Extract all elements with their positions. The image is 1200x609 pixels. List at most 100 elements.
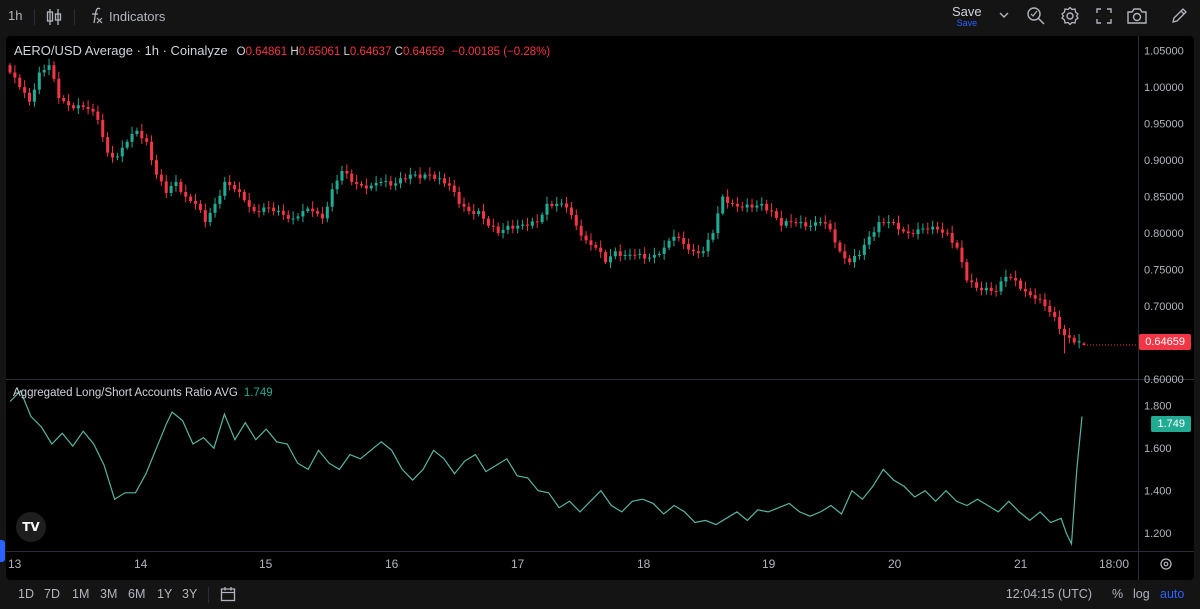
candle-body — [701, 251, 705, 254]
candle-body — [218, 195, 222, 204]
axes: 1.05000 1.00000 0.95000 0.90000 0.85000 0.800… — [8, 46, 1184, 571]
interval-selector[interactable]: 1h — [8, 8, 22, 23]
candle-body — [682, 237, 686, 244]
candle-body — [672, 236, 676, 241]
top-toolbar: 1h Indicators Save Save — [0, 0, 1200, 34]
utc-clock[interactable]: 12:04:15 (UTC) — [1005, 587, 1092, 601]
candle-body — [730, 202, 735, 204]
percent-scale-toggle[interactable]: % — [1112, 587, 1124, 601]
time-tick-label: 14 — [134, 557, 148, 571]
candle-body — [789, 221, 793, 223]
candle-body — [394, 183, 398, 186]
candle-body — [716, 213, 720, 234]
price-tick-label: 1.00000 — [1144, 82, 1184, 94]
candle-body — [418, 174, 422, 179]
candle-body — [1009, 276, 1013, 278]
candle-body — [540, 214, 544, 223]
candle-body — [726, 196, 730, 203]
go-to-date-button[interactable] — [220, 586, 236, 607]
range-6m-button[interactable]: 6M — [128, 587, 146, 601]
toolbar-divider — [34, 9, 35, 25]
candle-body — [755, 205, 759, 208]
candle-body — [62, 98, 66, 102]
tradingview-logo[interactable]: TV — [16, 512, 46, 542]
date-range-handle[interactable] — [0, 540, 5, 562]
candle-body — [794, 222, 798, 224]
chart-type-button[interactable] — [46, 8, 62, 26]
candle-body — [599, 247, 603, 253]
candle-body — [877, 222, 881, 233]
range-1d-button[interactable]: 1D — [18, 587, 34, 601]
chart-panel[interactable]: 1.05000 1.00000 0.95000 0.90000 0.85000 0.800… — [6, 36, 1194, 580]
chart-canvas[interactable]: 1.05000 1.00000 0.95000 0.90000 0.85000 0.800… — [6, 36, 1194, 580]
candle-body — [584, 235, 588, 241]
candle-body — [1058, 316, 1062, 329]
time-tick-label: 18:00 — [1099, 557, 1129, 571]
candle-body — [184, 191, 188, 197]
candle-body — [8, 65, 12, 73]
auto-scale-toggle[interactable]: auto — [1160, 587, 1185, 601]
quick-search-button[interactable] — [1026, 6, 1046, 26]
range-3m-button[interactable]: 3M — [100, 587, 118, 601]
candle-body — [423, 174, 427, 179]
candle-body — [950, 233, 954, 243]
price-tick-label: 0.75000 — [1144, 265, 1184, 277]
candle-body — [638, 253, 642, 255]
time-tick-label: 15 — [259, 557, 273, 571]
ratio-tick-label: 1.800 — [1144, 401, 1172, 413]
range-3y-button[interactable]: 3Y — [182, 587, 198, 601]
candle-body — [135, 130, 139, 134]
candle-body — [677, 236, 681, 238]
candle-body — [911, 233, 915, 235]
candle-body — [452, 185, 456, 193]
range-1y-button[interactable]: 1Y — [157, 587, 173, 601]
candle-body — [350, 173, 354, 182]
candle-body — [447, 183, 451, 186]
candle-body — [535, 221, 539, 223]
save-button[interactable]: Save Save — [952, 4, 982, 28]
candle-body — [477, 211, 481, 215]
candle-body — [721, 196, 725, 214]
candle-body — [623, 254, 627, 257]
candle-body — [496, 226, 500, 234]
candle-body — [379, 181, 383, 183]
candle-body — [550, 203, 554, 207]
settings-button[interactable] — [1060, 6, 1080, 26]
candle-body — [818, 222, 822, 224]
candle-body — [67, 101, 71, 106]
axis-settings-icon[interactable] — [1160, 558, 1172, 570]
candle-body — [286, 214, 290, 219]
candle-body — [511, 225, 515, 229]
candle-body — [1014, 277, 1018, 281]
candle-body — [442, 178, 446, 184]
candle-body — [174, 181, 178, 187]
draw-button[interactable] — [1170, 7, 1188, 25]
log-scale-toggle[interactable]: log — [1133, 587, 1150, 601]
candle-body — [193, 201, 198, 204]
ratio-tick-label: 1.400 — [1144, 486, 1172, 498]
close-value: 0.64659 — [402, 46, 445, 58]
save-menu-button[interactable] — [998, 9, 1010, 21]
indicator-legend: Aggregated Long/Short Accounts Ratio AVG… — [13, 387, 273, 399]
fullscreen-button[interactable] — [1095, 7, 1113, 25]
candle-body — [486, 218, 490, 226]
range-1m-button[interactable]: 1M — [72, 587, 90, 601]
range-7d-button[interactable]: 7D — [44, 587, 60, 601]
open-value: 0.64861 — [245, 46, 288, 58]
candle-body — [111, 152, 115, 158]
indicators-button[interactable]: Indicators — [86, 7, 165, 25]
candle-body — [482, 211, 486, 219]
candle-body — [882, 222, 886, 224]
candle-body — [189, 196, 193, 202]
candle-body — [247, 200, 251, 207]
indicator-value: 1.749 — [243, 387, 273, 399]
candle-body — [37, 72, 41, 90]
search-icon — [1027, 7, 1045, 25]
candle-body — [799, 222, 803, 224]
candle-body — [320, 213, 324, 219]
calendar-icon — [220, 587, 236, 602]
candle-body — [359, 183, 364, 186]
candle-body — [838, 242, 842, 252]
bottom-divider — [208, 587, 209, 603]
snapshot-button[interactable] — [1126, 7, 1148, 25]
